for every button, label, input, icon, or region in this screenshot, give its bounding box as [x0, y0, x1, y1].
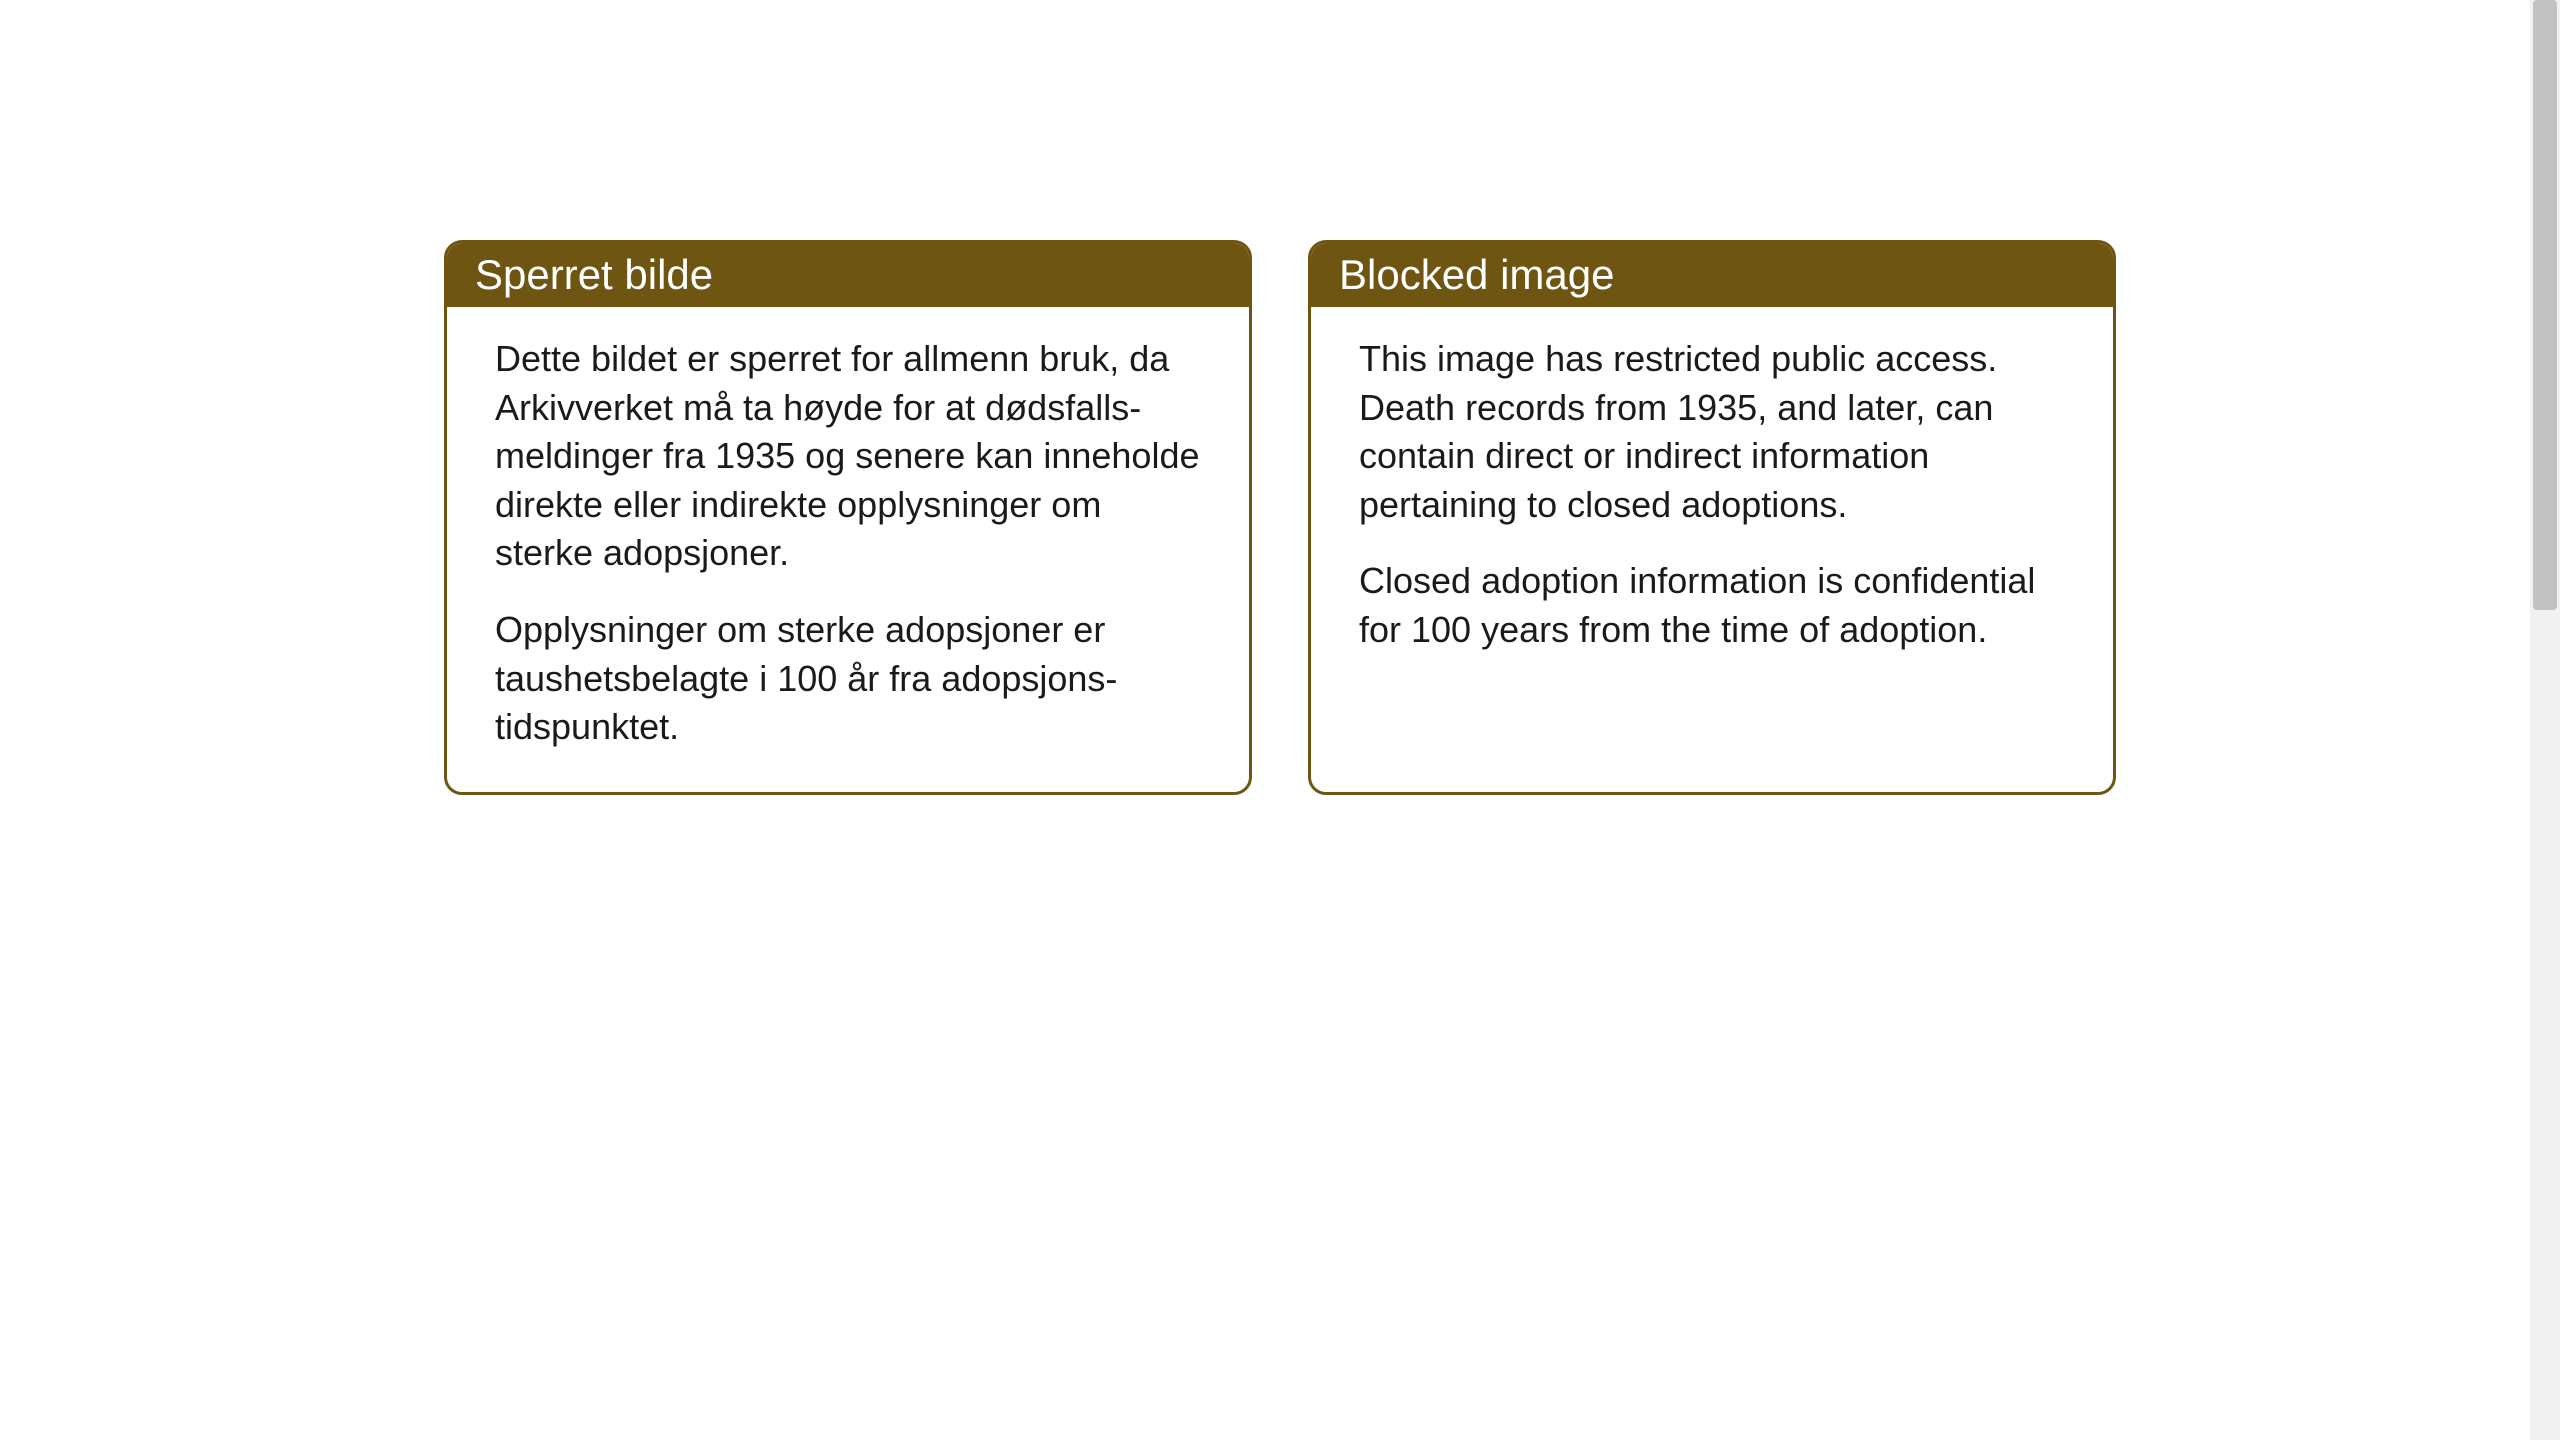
scrollbar-thumb[interactable] — [2533, 0, 2557, 610]
card-paragraph-1-english: This image has restricted public access.… — [1359, 335, 2065, 529]
card-paragraph-1-norwegian: Dette bildet er sperret for allmenn bruk… — [495, 335, 1201, 578]
card-paragraph-2-norwegian: Opplysninger om sterke adopsjoner er tau… — [495, 606, 1201, 752]
card-title-norwegian: Sperret bilde — [475, 251, 713, 298]
notice-card-norwegian: Sperret bilde Dette bildet er sperret fo… — [444, 240, 1252, 795]
card-header-norwegian: Sperret bilde — [447, 243, 1249, 307]
card-paragraph-2-english: Closed adoption information is confident… — [1359, 557, 2065, 654]
notice-cards-container: Sperret bilde Dette bildet er sperret fo… — [444, 240, 2116, 795]
notice-card-english: Blocked image This image has restricted … — [1308, 240, 2116, 795]
vertical-scrollbar[interactable] — [2530, 0, 2560, 1440]
card-body-english: This image has restricted public access.… — [1311, 307, 2113, 695]
card-body-norwegian: Dette bildet er sperret for allmenn bruk… — [447, 307, 1249, 792]
card-header-english: Blocked image — [1311, 243, 2113, 307]
card-title-english: Blocked image — [1339, 251, 1614, 298]
